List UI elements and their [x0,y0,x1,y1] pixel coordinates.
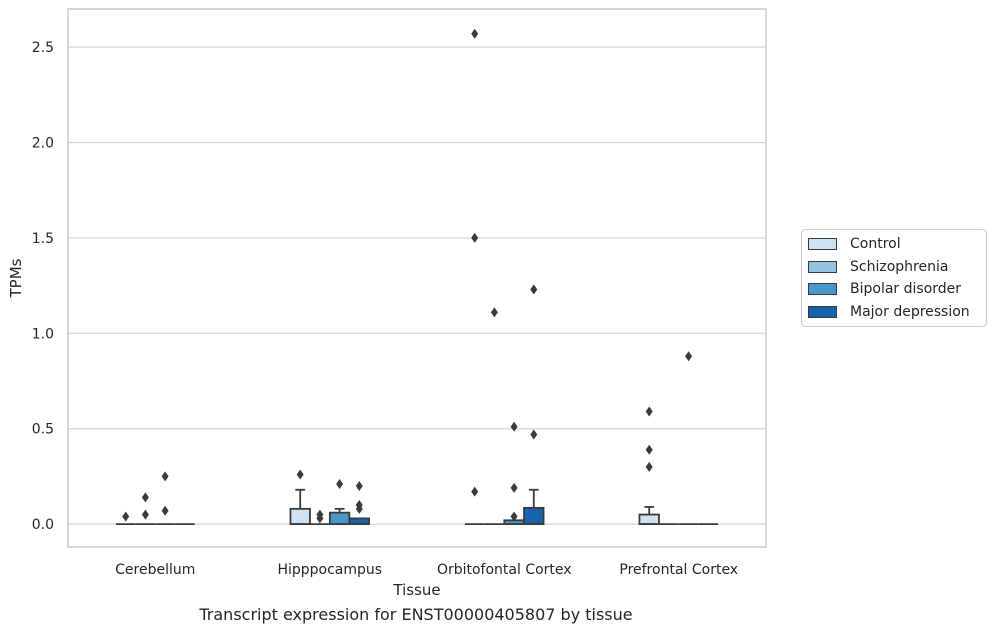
outlier-point [355,503,363,514]
x-tick-label: Hipppocampus [277,562,382,578]
legend-item-control: Control [808,235,901,253]
legend-item-schizophrenia: Schizophrenia [808,258,948,276]
outlier-point [471,486,479,497]
legend-label-bipolar-disorder: Bipolar disorder [850,281,962,297]
legend-label-schizophrenia: Schizophrenia [850,259,949,275]
legend-item-bipolar-disorder: Bipolar disorder [808,280,961,298]
outlier-point [336,479,344,490]
box-1-2 [484,307,505,526]
x-tick-label: Orbitofontal Cortex [437,562,572,578]
x-axis-label: Tissue [392,581,440,599]
box-3-2 [523,284,545,526]
outlier-point [355,480,363,491]
box-body [523,506,545,526]
box-body [289,507,311,526]
outlier-point [161,505,169,516]
outlier-point [316,513,324,524]
box-0-0 [115,511,136,526]
outlier-point [510,421,518,432]
legend-swatch-bipolar-disorder [808,283,837,295]
legend-swatch-major-depression [808,306,837,318]
outlier-point [645,461,653,472]
outlier-point [490,307,498,318]
y-tick-label: 1.0 [32,326,54,342]
y-axis-label: TPMs [7,258,25,298]
box-3-1 [348,480,370,526]
y-tick-label: 0.0 [32,517,54,533]
legend-label-major-depression: Major depression [850,304,970,320]
outlier-point [645,406,653,417]
box-0-2 [464,28,485,526]
outlier-point [296,469,304,480]
outlier-point [122,511,130,522]
legend-swatch-schizophrenia [808,261,837,273]
outlier-point [471,232,479,243]
x-tick-label: Cerebellum [115,562,195,578]
y-tick-label: 1.5 [32,231,54,247]
box-2-1 [328,479,351,526]
outlier-point [530,429,538,440]
chart-caption: Transcript expression for ENST0000040580… [199,605,633,624]
plot-frame [67,8,767,548]
outlier-point [645,444,653,455]
outlier-point [510,482,518,493]
outlier-point [161,471,169,482]
box-body [638,513,660,526]
legend: Control Schizophrenia Bipolar disorder M… [801,229,987,327]
box-0-3 [638,406,660,526]
outlier-point [141,492,149,503]
box-2-0 [155,471,175,526]
outlier-point [685,351,693,362]
outlier-point [530,284,538,295]
box-2-3 [678,351,699,526]
legend-swatch-control [808,238,837,250]
legend-label-control: Control [850,236,901,252]
y-tick-label: 2.0 [32,136,54,152]
box-1-0 [135,492,156,526]
box-1-1 [310,509,330,526]
outlier-point [510,511,518,522]
outlier-point [471,28,479,39]
box-0-1 [289,469,311,526]
y-tick-label: 2.5 [32,40,54,56]
legend-item-major-depression: Major depression [808,303,970,321]
box-body [328,511,351,526]
outlier-point [141,509,149,520]
x-tick-label: Prefrontal Cortex [619,562,738,578]
box-2-2 [503,421,525,526]
y-tick-label: 0.5 [32,422,54,438]
